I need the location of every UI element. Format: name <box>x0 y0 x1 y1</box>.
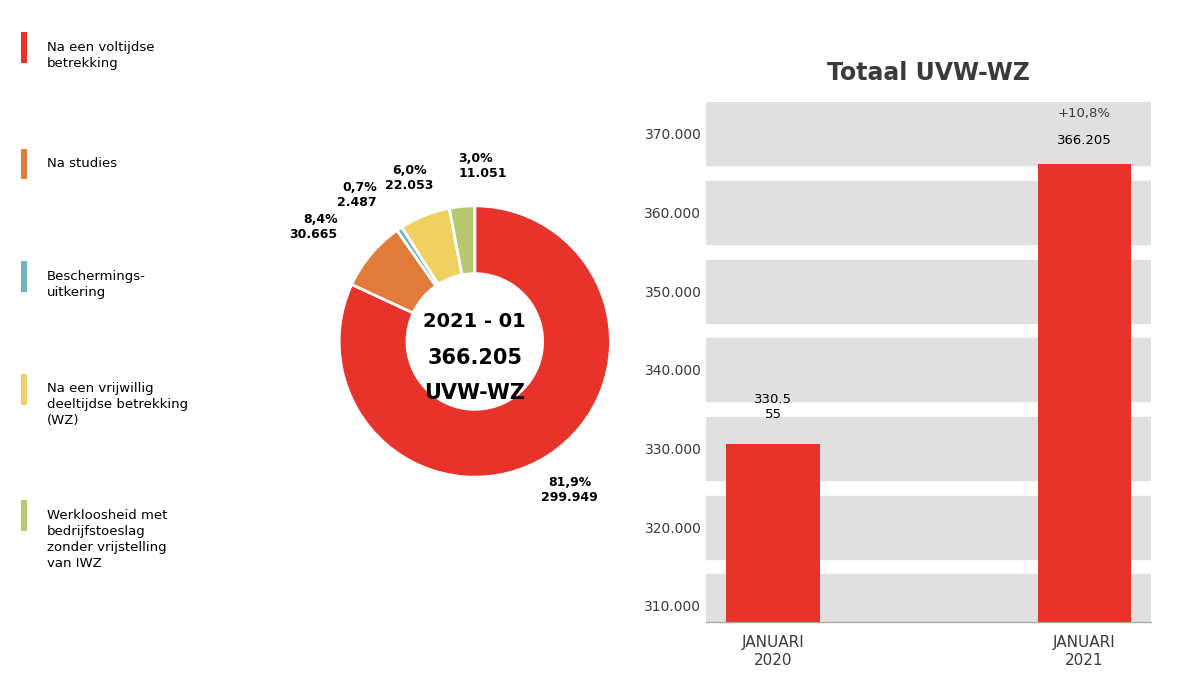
Bar <box>21 148 27 179</box>
Text: 81,9%
299.949: 81,9% 299.949 <box>541 476 598 504</box>
Wedge shape <box>396 227 438 286</box>
Text: 0,7%
2.487: 0,7% 2.487 <box>337 181 376 209</box>
Wedge shape <box>402 208 462 284</box>
Bar <box>706 260 1151 322</box>
Text: 6,0%
22.053: 6,0% 22.053 <box>386 164 433 192</box>
Bar <box>706 338 1151 402</box>
Bar <box>1037 164 1131 683</box>
Bar <box>706 102 1151 165</box>
Text: 330.5
55: 330.5 55 <box>754 393 792 421</box>
Wedge shape <box>339 206 610 477</box>
Text: Werkloosheid met
bedrijfstoeslag
zonder vrijstelling
van IWZ: Werkloosheid met bedrijfstoeslag zonder … <box>47 509 167 570</box>
Bar <box>21 500 27 531</box>
Text: 3,0%
11.051: 3,0% 11.051 <box>458 152 507 180</box>
Bar <box>706 574 1151 637</box>
Text: 366.205: 366.205 <box>427 348 522 367</box>
Text: 2021 - 01: 2021 - 01 <box>424 311 526 331</box>
Text: Na een vrijwillig
deeltijdse betrekking
(WZ): Na een vrijwillig deeltijdse betrekking … <box>47 382 188 428</box>
Title: Totaal UVW-WZ: Totaal UVW-WZ <box>827 61 1030 85</box>
Text: UVW-WZ: UVW-WZ <box>424 383 526 403</box>
Bar <box>21 261 27 292</box>
Text: Na studies: Na studies <box>47 157 118 170</box>
Text: 366.205: 366.205 <box>1058 134 1112 147</box>
Text: 8,4%
30.665: 8,4% 30.665 <box>290 212 337 240</box>
Text: Beschermings-
uitkering: Beschermings- uitkering <box>47 270 146 298</box>
Bar <box>706 417 1151 480</box>
Bar <box>726 444 820 683</box>
Wedge shape <box>351 230 436 313</box>
Text: Na een voltijdse
betrekking: Na een voltijdse betrekking <box>47 41 154 70</box>
Bar <box>706 181 1151 244</box>
Wedge shape <box>449 206 475 275</box>
Bar <box>21 32 27 63</box>
Bar <box>21 374 27 404</box>
Text: +10,8%: +10,8% <box>1058 107 1111 120</box>
Bar <box>706 496 1151 559</box>
